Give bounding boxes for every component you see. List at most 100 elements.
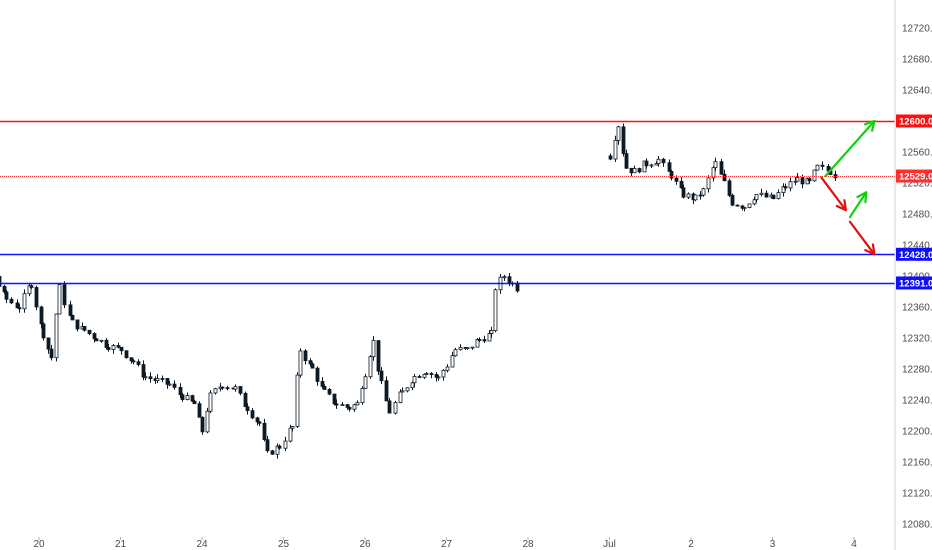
candle-body [148, 376, 153, 380]
candle-body [679, 180, 684, 189]
candle-body [308, 360, 313, 365]
candle-body [441, 369, 446, 378]
candle-body [41, 323, 46, 339]
candle-body [661, 158, 666, 164]
price-tag-12600.0: 12600.0 [896, 114, 932, 128]
candle-body [470, 346, 475, 349]
price-tag-12428.0: 12428.0 [896, 247, 932, 261]
candle-body [75, 319, 80, 330]
candle-body [92, 333, 97, 340]
candle-body [54, 313, 59, 359]
candle-body [245, 406, 250, 412]
candle-body [686, 193, 691, 198]
y-tick-label: 12680.0 [902, 55, 932, 66]
candle-body [303, 350, 308, 362]
candle-body [46, 337, 51, 350]
x-tick-label: 4 [851, 539, 857, 550]
x-tick-label: 20 [33, 539, 45, 550]
x-axis-background [0, 537, 895, 550]
candle-body [475, 339, 480, 348]
candle-body [4, 291, 9, 300]
candle-body [422, 373, 427, 378]
price-tag-background [896, 169, 932, 183]
candle-body [363, 376, 368, 389]
candle-body [208, 392, 213, 412]
y-tick-label: 12480.0 [902, 210, 932, 221]
candle-body [387, 400, 392, 414]
candle-body [771, 194, 776, 200]
candle-body [632, 168, 637, 174]
candle-body [262, 422, 267, 441]
candle-body [681, 187, 686, 198]
candle-body [104, 339, 109, 348]
y-tick-label: 12560.0 [902, 148, 932, 159]
price-levels [0, 120, 895, 285]
candle-body [417, 376, 422, 378]
candle-body [290, 426, 295, 429]
candle-body [334, 403, 339, 406]
candle-body [711, 167, 716, 179]
y-tick-label: 12640.0 [902, 86, 932, 97]
candle-body [727, 180, 732, 196]
candle-body [637, 168, 642, 173]
y-tick-label: 12520.0 [902, 179, 932, 190]
candle-body [379, 370, 384, 382]
candle-body [119, 346, 124, 352]
candle-body [255, 417, 260, 423]
price-tag-background [896, 114, 932, 128]
candle-body [436, 376, 441, 379]
y-tick-label: 12280.0 [902, 365, 932, 376]
y-tick-label: 12320.0 [902, 334, 932, 345]
candle-body [250, 410, 255, 419]
candle-body [393, 402, 398, 414]
time-axis[interactable]: 20 21 24 25 26 27 28 Jul 2 3 4 [33, 537, 857, 550]
x-tick-label: 28 [522, 539, 534, 550]
candle-body [143, 376, 148, 379]
price-tag-label: 12600.0 [899, 117, 932, 128]
candle-body [453, 349, 458, 357]
candle-body [197, 403, 202, 418]
arrow-shaft [848, 191, 868, 219]
candle-body [322, 386, 327, 390]
candle-body [172, 383, 177, 388]
price-tag-12529.0: 12529.0 [896, 169, 932, 183]
x-tick-label: 21 [115, 539, 127, 550]
candle-body [57, 284, 62, 315]
candle-body [160, 377, 165, 380]
price-tag-12391.0: 12391.0 [896, 276, 932, 290]
candle-body [815, 164, 820, 171]
y-tick-label: 12120.0 [902, 489, 932, 500]
candle-body [487, 333, 492, 342]
y-tick-label: 12160.0 [902, 458, 932, 469]
candle-body [2, 285, 7, 293]
candle-body [742, 207, 747, 209]
candle-body [649, 164, 654, 167]
y-tick-label: 12440.0 [902, 241, 932, 252]
candle-body [674, 177, 679, 182]
candle-body [400, 390, 405, 393]
candle-body [347, 406, 352, 410]
candle-body [477, 339, 482, 341]
candle-body [243, 392, 248, 408]
price-tag-background [896, 276, 932, 290]
candle-body [667, 162, 672, 172]
arrow-shaft [820, 176, 847, 212]
arrow-head [863, 119, 876, 132]
candle-body [493, 289, 498, 331]
candle-body [445, 366, 450, 371]
candle-body [155, 377, 160, 382]
candle-body [489, 330, 494, 334]
candle-body [752, 199, 757, 205]
candle-body [180, 394, 185, 400]
x-tick-label: 27 [441, 539, 453, 550]
candle-body [0, 275, 2, 287]
candle-body [233, 386, 238, 390]
candle-body [288, 427, 293, 442]
x-tick-label: 26 [359, 539, 371, 550]
candle-body [458, 347, 463, 351]
candle-body [722, 173, 727, 182]
candle-body [141, 364, 146, 378]
candle-body [424, 373, 429, 375]
y-tick-label: 12080.0 [902, 520, 932, 531]
